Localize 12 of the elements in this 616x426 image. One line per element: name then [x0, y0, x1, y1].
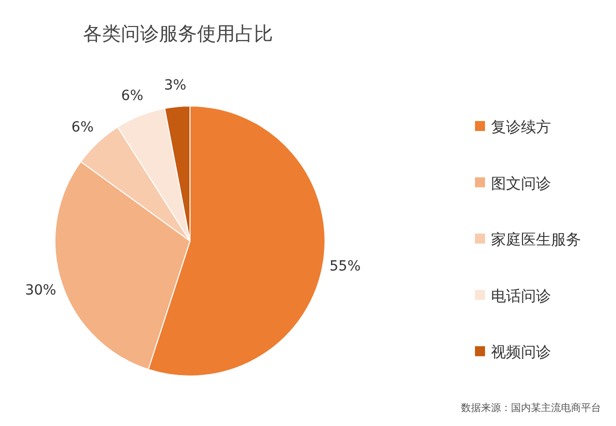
legend-label: 视频问诊 [491, 343, 551, 362]
source-note: 数据来源：国内某主流电商平台 [461, 402, 601, 414]
chart-title: 各类问诊服务使用占比 [83, 23, 273, 45]
data-label: 30% [25, 282, 56, 299]
legend-label: 电话问诊 [491, 286, 551, 305]
data-label: 6% [71, 120, 94, 136]
data-label: 6% [121, 88, 144, 104]
data-label: 3% [164, 78, 186, 94]
data-label: 55% [330, 258, 361, 275]
legend-label: 复诊续方 [491, 118, 551, 136]
legend-label: 家庭医生服务 [491, 230, 581, 249]
legend-label: 图文问诊 [491, 174, 551, 192]
